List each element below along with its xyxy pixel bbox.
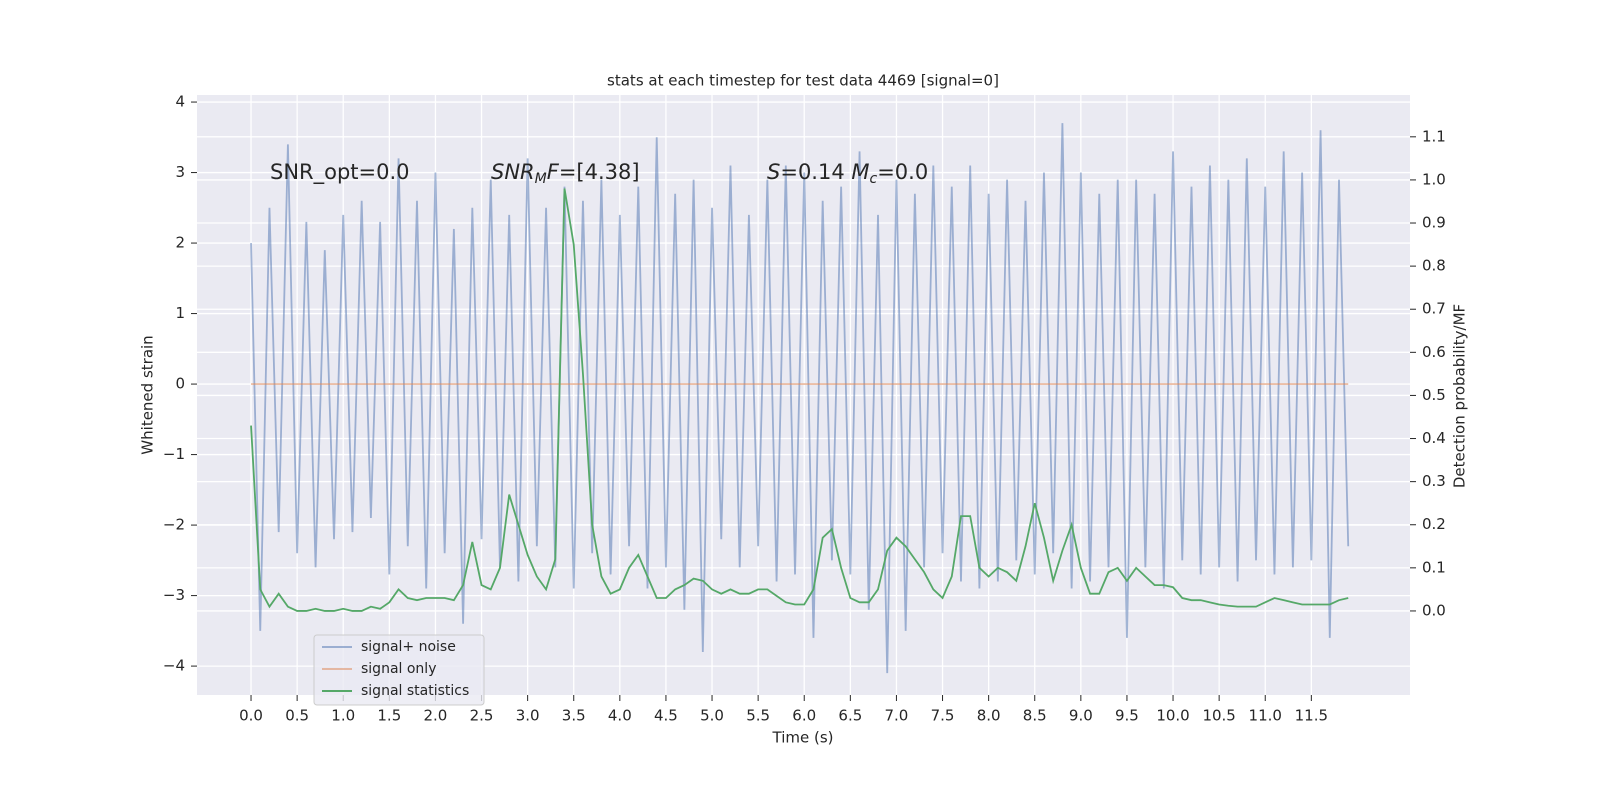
- x-tick-label: 0.5: [285, 707, 309, 725]
- annotation-part: M: [535, 171, 547, 187]
- x-tick-label: 6.0: [792, 707, 816, 725]
- y2-tick-label: 1.1: [1422, 127, 1446, 145]
- y2-tick-label: 0.7: [1422, 300, 1446, 318]
- y2-tick-label: 0.4: [1422, 429, 1446, 447]
- y2-tick-label: 1.0: [1422, 170, 1446, 188]
- legend-box: [313, 634, 485, 706]
- series-line: [250, 123, 1350, 674]
- y2-tick-label: 0.5: [1422, 386, 1446, 404]
- y-tick-label: −4: [163, 657, 185, 675]
- series-line: [250, 188, 1349, 612]
- legend-label: signal only: [361, 661, 436, 677]
- y2-tick-label: 0.8: [1422, 257, 1446, 275]
- annotation-part: c: [870, 171, 878, 187]
- y-axis-label: Whitened strain: [139, 335, 157, 454]
- y2-tick-label: 0.0: [1422, 601, 1446, 619]
- x-tick-label: 9.0: [1069, 707, 1093, 725]
- y-tick-label: −3: [163, 586, 185, 604]
- annotation-part: =0.0: [877, 160, 928, 184]
- y2-tick-label: 0.6: [1422, 343, 1446, 361]
- y-tick-label: 4: [175, 93, 185, 111]
- y2-axis-label: Detection probability/MF: [1451, 304, 1469, 488]
- y-tick-label: −1: [163, 445, 185, 463]
- y-tick-label: 1: [175, 304, 185, 322]
- x-tick-label: 7.0: [885, 707, 909, 725]
- x-tick-label: 10.5: [1202, 707, 1235, 725]
- x-tick-label: 0.0: [239, 707, 263, 725]
- y2-tick-label: 0.2: [1422, 515, 1446, 533]
- annotation-part: F: [547, 160, 560, 184]
- y-tick-label: 0: [175, 375, 185, 393]
- annotation-part: =[4.38]: [559, 160, 640, 184]
- x-tick-label: 9.5: [1115, 707, 1139, 725]
- x-tick-label: 5.0: [700, 707, 724, 725]
- x-tick-label: 1.5: [377, 707, 401, 725]
- legend-label: signal statistics: [361, 683, 469, 699]
- x-tick-label: 5.5: [746, 707, 770, 725]
- x-tick-label: 11.5: [1295, 707, 1328, 725]
- y-tick-label: −2: [163, 516, 185, 534]
- annotation: S=0.14 Mc=0.0: [767, 160, 928, 187]
- x-tick-label: 2.0: [424, 707, 448, 725]
- y-tick-label: 2: [175, 234, 185, 252]
- y2-tick-label: 0.1: [1422, 558, 1446, 576]
- legend-label: signal+ noise: [361, 639, 456, 655]
- y2-tick-label: 0.3: [1422, 472, 1446, 490]
- y-tick-label: 3: [175, 163, 185, 181]
- annotation: SNR_opt=0.0: [270, 160, 410, 185]
- annotation-part: M: [851, 160, 869, 184]
- x-tick-label: 4.5: [654, 707, 678, 725]
- x-axis-label: Time (s): [772, 729, 834, 747]
- chart-title: stats at each timestep for test data 446…: [607, 72, 999, 90]
- annotation-part: SNR: [491, 160, 535, 184]
- y2-tick-label: 0.9: [1422, 214, 1446, 232]
- x-tick-label: 10.0: [1156, 707, 1189, 725]
- x-tick-label: 7.5: [931, 707, 955, 725]
- x-tick-label: 11.0: [1249, 707, 1282, 725]
- x-tick-label: 6.5: [838, 707, 862, 725]
- x-tick-label: 4.0: [608, 707, 632, 725]
- x-tick-label: 1.0: [331, 707, 355, 725]
- annotation-part: =0.14: [780, 160, 851, 184]
- x-tick-label: 8.5: [1023, 707, 1047, 725]
- annotation-part: SNR_opt=0.0: [270, 160, 410, 185]
- x-tick-label: 3.0: [516, 707, 540, 725]
- annotation-part: S: [767, 160, 780, 184]
- x-tick-label: 2.5: [470, 707, 494, 725]
- x-tick-label: 3.5: [562, 707, 586, 725]
- annotation: SNRMF=[4.38]: [491, 160, 640, 187]
- x-tick-label: 8.0: [977, 707, 1001, 725]
